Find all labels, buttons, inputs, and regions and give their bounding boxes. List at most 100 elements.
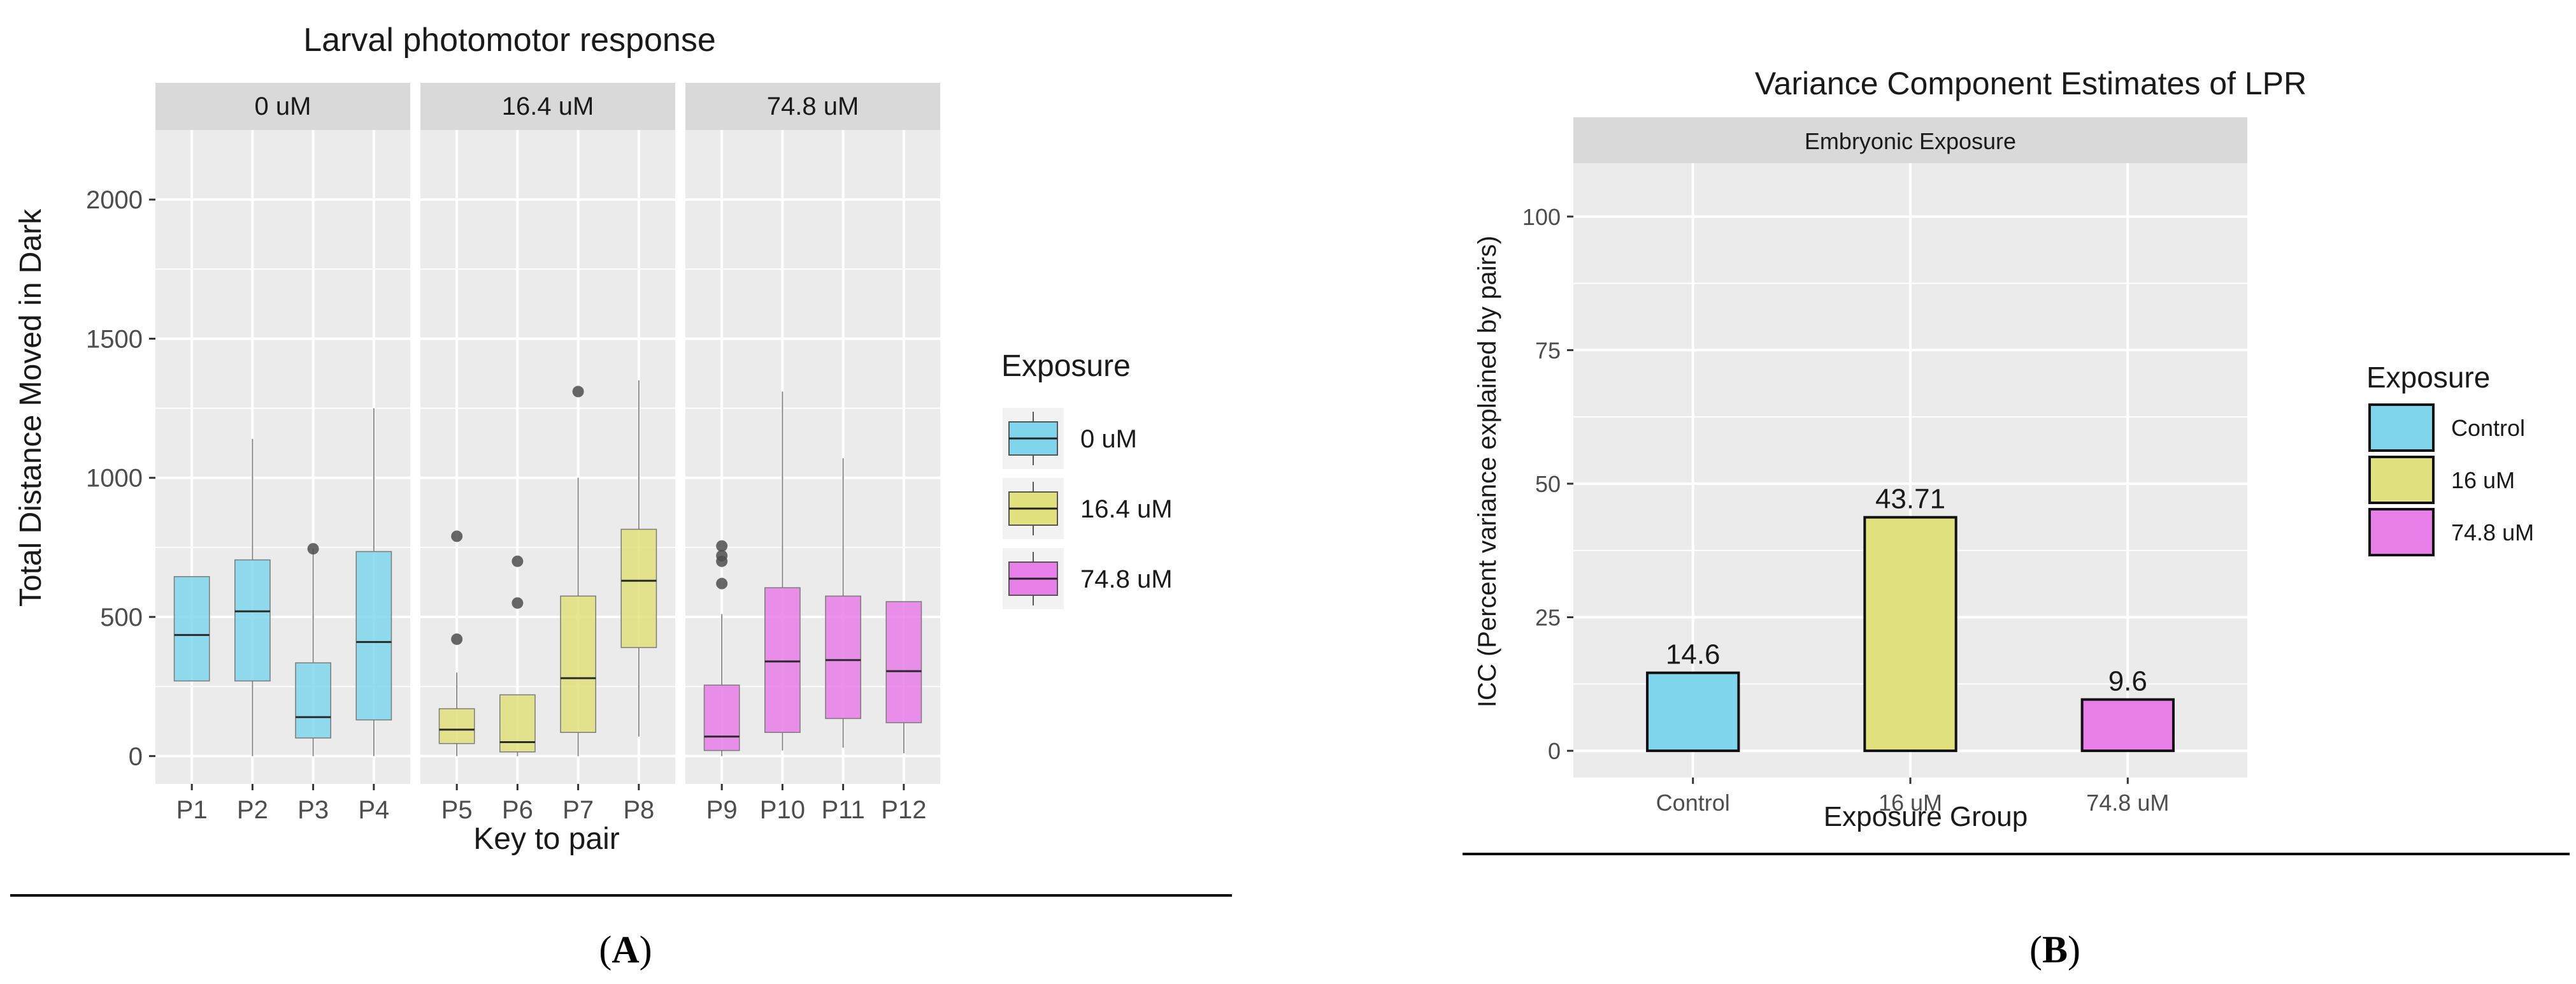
outlier-point	[716, 549, 728, 561]
chart-b-marks: 0 25 50 75 100 14.6 Control 43.71 16 uM 9.6 74.8 u…	[1522, 163, 2247, 816]
facet-2: 16.4 uM P5 P6 P7 P8	[420, 83, 675, 824]
x-tick-label: 16 uM	[1878, 790, 1942, 816]
x-tick-label: P3	[297, 796, 329, 824]
x-tick-label: P9	[706, 796, 738, 824]
box-iqr	[438, 708, 475, 744]
box-P1: P1	[173, 575, 210, 824]
bar-16-um: 43.71 16 uM	[1863, 484, 1957, 816]
chart-a-title: Larval photomotor response	[303, 22, 716, 59]
legend-a-entry-1: 0 uM	[1003, 408, 1137, 469]
chart-a-ylabel: Total Distance Moved in Dark	[14, 208, 48, 607]
chart-b-legend-title: Exposure	[2366, 361, 2490, 394]
panel-b-label: (B)	[2029, 929, 2080, 971]
x-tick-label: P2	[237, 796, 268, 824]
box-P7: P7	[560, 386, 596, 824]
legend-a-entry-2: 16.4 uM	[1003, 478, 1173, 539]
legend-a-label: 74.8 uM	[1080, 565, 1173, 593]
y-tick-label: 500	[100, 604, 143, 632]
legend-b-label: Control	[2451, 415, 2525, 441]
outlier-point	[716, 540, 728, 552]
box-P12: P12	[881, 601, 926, 824]
bar-value-label: 43.71	[1875, 484, 1945, 515]
facet-3: 74.8 uM P9 P10 P11 P12	[685, 83, 940, 824]
x-tick-label: P11	[822, 796, 865, 824]
box-iqr	[355, 551, 392, 721]
y-tick-label: 25	[1535, 605, 1561, 631]
y-tick-label: 1500	[86, 325, 143, 353]
outlier-point	[307, 543, 319, 555]
outlier-point	[512, 597, 524, 609]
y-tick-label: 0	[1548, 738, 1561, 764]
facet-strip	[155, 83, 410, 130]
x-tick-label: P1	[176, 796, 208, 824]
bar	[2080, 698, 2175, 753]
legend-key-swatch	[2368, 403, 2435, 452]
chart-a-legend-title: Exposure	[1001, 349, 1131, 383]
x-tick-label: Control	[1656, 790, 1730, 816]
box-iqr	[499, 694, 536, 753]
outlier-point	[451, 633, 463, 645]
box-P8: P8	[620, 380, 657, 824]
y-tick-label: 2000	[86, 186, 143, 214]
x-tick-label: P12	[881, 796, 926, 824]
facet-strip-label: 0 uM	[255, 92, 311, 120]
legend-b-entry-1: Control	[2368, 403, 2525, 452]
bar-value-label: 9.6	[2108, 666, 2147, 697]
legend-a-label: 16.4 uM	[1080, 495, 1173, 523]
box-iqr	[764, 587, 801, 733]
box-P6: P6	[499, 555, 536, 824]
legend-key-swatch	[2368, 508, 2435, 556]
box-iqr	[825, 595, 861, 720]
legend-b-entry-2: 16 uM	[2368, 456, 2515, 504]
chart-b-title: Variance Component Estimates of LPR	[1755, 66, 2307, 101]
panel-b-barchart: Variance Component Estimates of LPR Embr…	[1463, 66, 2570, 971]
box-iqr	[885, 601, 922, 723]
bar-74.8-um: 9.6 74.8 uM	[2080, 666, 2175, 816]
chart-a-xlabel: Key to pair	[473, 822, 619, 856]
y-tick-label: 0	[129, 742, 143, 771]
box-P5: P5	[438, 530, 475, 824]
outlier-point	[512, 555, 524, 567]
outlier-point	[572, 386, 584, 398]
box-iqr	[234, 559, 271, 682]
y-tick-label: 100	[1522, 204, 1561, 230]
legend-b-entry-3: 74.8 uM	[2368, 508, 2534, 556]
x-tick-label: P5	[441, 796, 473, 824]
legend-b-label: 74.8 uM	[2451, 519, 2534, 546]
chart-a-legend: Exposure 0 uM 16.4 uM 74.8 uM	[1001, 349, 1173, 609]
box-iqr	[295, 662, 331, 739]
x-tick-label: P10	[760, 796, 805, 824]
facet-strip-label: 16.4 uM	[502, 92, 594, 120]
legend-key-swatch	[2368, 456, 2435, 504]
panel-a-label: (A)	[599, 929, 652, 971]
box-P10: P10	[760, 391, 805, 824]
legend-b-label: 16 uM	[2451, 467, 2515, 493]
facet-strip	[420, 83, 675, 130]
x-tick-label: P6	[502, 796, 533, 824]
chart-a-facets: 0 uM P1 P2 P3 P4 16.4 uM P5 P6 P7 P8 74.8 uM P9 P10 P…	[86, 83, 940, 824]
chart-b-strip-label: Embryonic Exposure	[1805, 128, 2016, 154]
box-iqr	[703, 684, 740, 751]
box-iqr	[560, 595, 596, 733]
x-tick-label: P7	[562, 796, 594, 824]
x-tick-label: 74.8 uM	[2086, 790, 2169, 816]
facet-plot-area	[420, 130, 675, 784]
facet-strip	[685, 83, 940, 130]
box-P9: P9	[703, 540, 740, 824]
outlier-point	[451, 530, 463, 542]
chart-b-legend: Exposure Control 16 uM 74.8 uM	[2366, 361, 2534, 556]
bar	[1863, 516, 1957, 753]
chart-b-strip	[1573, 117, 2247, 163]
x-tick-label: P4	[358, 796, 389, 824]
legend-a-entry-3: 74.8 uM	[1003, 548, 1173, 609]
chart-b-ylabel: ICC (Percent variance explained by pairs…	[1473, 236, 1501, 707]
legend-a-label: 0 uM	[1080, 425, 1137, 453]
box-iqr	[173, 575, 210, 682]
facet-strip-label: 74.8 uM	[767, 92, 859, 120]
y-tick-label: 50	[1535, 471, 1561, 497]
box-P2: P2	[234, 438, 271, 824]
box-P3: P3	[295, 543, 331, 824]
bar-value-label: 14.6	[1666, 639, 1721, 670]
facet-1: 0 uM P1 P2 P3 P4	[155, 83, 410, 824]
box-iqr	[620, 528, 657, 648]
